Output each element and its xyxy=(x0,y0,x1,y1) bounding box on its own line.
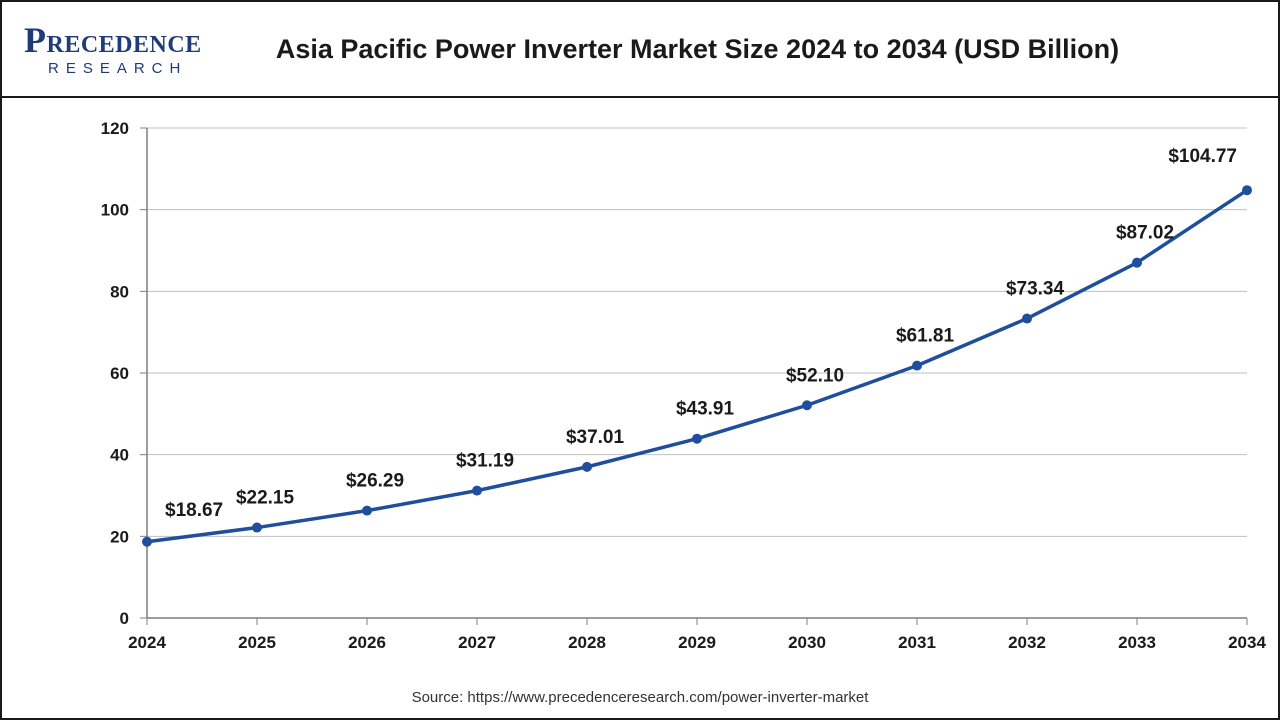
chart-area: 0 20 40 60 80 100 120 2024 2025 2026 2027 2028 2029 2… xyxy=(2,98,1278,718)
svg-text:2034: 2034 xyxy=(1228,633,1266,652)
svg-text:2033: 2033 xyxy=(1118,633,1156,652)
svg-text:$18.67: $18.67 xyxy=(165,500,223,521)
svg-text:60: 60 xyxy=(110,364,129,383)
svg-text:100: 100 xyxy=(101,201,129,220)
svg-text:2027: 2027 xyxy=(458,633,496,652)
svg-text:2032: 2032 xyxy=(1008,633,1046,652)
svg-text:2024: 2024 xyxy=(128,633,166,652)
svg-text:2029: 2029 xyxy=(678,633,716,652)
chart-title: Asia Pacific Power Inverter Market Size … xyxy=(199,34,1256,65)
svg-text:40: 40 xyxy=(110,446,129,465)
svg-text:20: 20 xyxy=(110,527,129,546)
svg-text:$87.02: $87.02 xyxy=(1116,223,1174,244)
svg-text:$104.77: $104.77 xyxy=(1168,146,1237,167)
svg-text:0: 0 xyxy=(120,609,129,628)
svg-text:2026: 2026 xyxy=(348,633,386,652)
logo-line2: RESEARCH xyxy=(48,60,187,77)
svg-text:$31.19: $31.19 xyxy=(456,451,514,472)
chart-card: PRECEDENCE RESEARCH Asia Pacific Power I… xyxy=(0,0,1280,720)
svg-text:$26.29: $26.29 xyxy=(346,471,404,492)
svg-text:2030: 2030 xyxy=(788,633,826,652)
source-text: Source: https://www.precedenceresearch.c… xyxy=(2,689,1278,706)
svg-text:$52.10: $52.10 xyxy=(786,365,844,386)
svg-text:$22.15: $22.15 xyxy=(236,488,295,509)
logo-line1: PRECEDENCE xyxy=(24,22,202,58)
svg-text:$73.34: $73.34 xyxy=(1006,279,1065,300)
svg-text:120: 120 xyxy=(101,119,129,138)
line-chart: 0 20 40 60 80 100 120 2024 2025 2026 2027 2028 2029 2… xyxy=(2,98,1278,718)
brand-logo: PRECEDENCE RESEARCH xyxy=(24,22,199,77)
header: PRECEDENCE RESEARCH Asia Pacific Power I… xyxy=(2,2,1278,98)
svg-text:80: 80 xyxy=(110,282,129,301)
svg-text:2031: 2031 xyxy=(898,633,936,652)
svg-text:$37.01: $37.01 xyxy=(566,427,625,448)
svg-text:2025: 2025 xyxy=(238,633,276,652)
svg-text:2028: 2028 xyxy=(568,633,606,652)
svg-text:$43.91: $43.91 xyxy=(676,399,735,420)
svg-text:$61.81: $61.81 xyxy=(896,326,955,347)
